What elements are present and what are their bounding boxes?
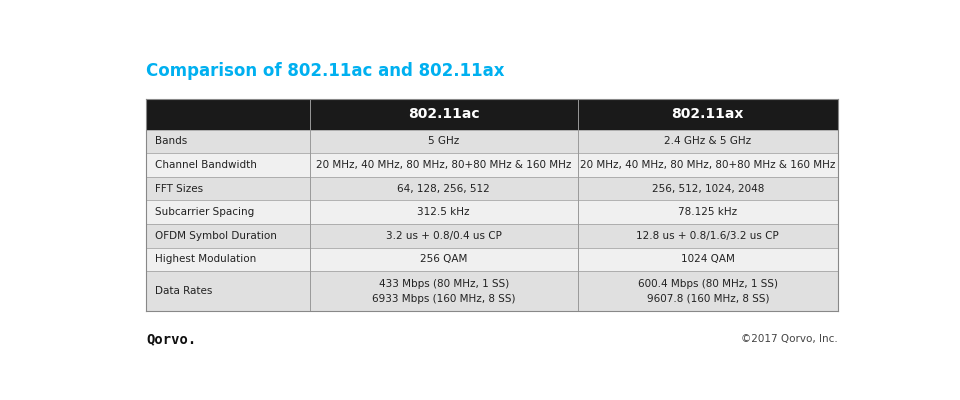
Text: Bands: Bands xyxy=(155,136,187,146)
Text: 78.125 kHz: 78.125 kHz xyxy=(678,207,737,217)
Text: 1024 QAM: 1024 QAM xyxy=(681,254,734,264)
Text: 20 MHz, 40 MHz, 80 MHz, 80+80 MHz & 160 MHz: 20 MHz, 40 MHz, 80 MHz, 80+80 MHz & 160 … xyxy=(316,160,571,170)
Text: Channel Bandwidth: Channel Bandwidth xyxy=(155,160,257,170)
Text: 256, 512, 1024, 2048: 256, 512, 1024, 2048 xyxy=(652,184,764,194)
Text: FFT Sizes: FFT Sizes xyxy=(155,184,204,194)
Bar xyxy=(146,153,838,177)
Text: 802.11ac: 802.11ac xyxy=(408,107,479,121)
Text: Subcarrier Spacing: Subcarrier Spacing xyxy=(155,207,254,217)
Text: Qorvo.: Qorvo. xyxy=(146,332,196,346)
Text: 3.2 us + 0.8/0.4 us CP: 3.2 us + 0.8/0.4 us CP xyxy=(386,231,501,241)
Bar xyxy=(146,177,838,200)
Text: Highest Modulation: Highest Modulation xyxy=(155,254,256,264)
Text: 802.11ax: 802.11ax xyxy=(672,107,744,121)
Text: 12.8 us + 0.8/1.6/3.2 us CP: 12.8 us + 0.8/1.6/3.2 us CP xyxy=(636,231,780,241)
Bar xyxy=(146,224,838,248)
Text: 20 MHz, 40 MHz, 80 MHz, 80+80 MHz & 160 MHz: 20 MHz, 40 MHz, 80 MHz, 80+80 MHz & 160 … xyxy=(580,160,835,170)
Bar xyxy=(146,200,838,224)
Bar xyxy=(146,248,838,271)
Text: 256 QAM: 256 QAM xyxy=(420,254,468,264)
Text: 5 GHz: 5 GHz xyxy=(428,136,459,146)
Bar xyxy=(146,130,838,153)
Text: Data Rates: Data Rates xyxy=(155,286,212,296)
Text: 312.5 kHz: 312.5 kHz xyxy=(418,207,469,217)
Text: ©2017 Qorvo, Inc.: ©2017 Qorvo, Inc. xyxy=(741,334,838,344)
Text: 433 Mbps (80 MHz, 1 SS)
6933 Mbps (160 MHz, 8 SS): 433 Mbps (80 MHz, 1 SS) 6933 Mbps (160 M… xyxy=(372,279,516,304)
Text: 64, 128, 256, 512: 64, 128, 256, 512 xyxy=(397,184,490,194)
Text: Comparison of 802.11ac and 802.11ax: Comparison of 802.11ac and 802.11ax xyxy=(146,62,505,80)
Text: 600.4 Mbps (80 MHz, 1 SS)
9607.8 (160 MHz, 8 SS): 600.4 Mbps (80 MHz, 1 SS) 9607.8 (160 MH… xyxy=(637,279,778,304)
Text: 2.4 GHz & 5 GHz: 2.4 GHz & 5 GHz xyxy=(664,136,752,146)
Text: OFDM Symbol Duration: OFDM Symbol Duration xyxy=(155,231,276,241)
